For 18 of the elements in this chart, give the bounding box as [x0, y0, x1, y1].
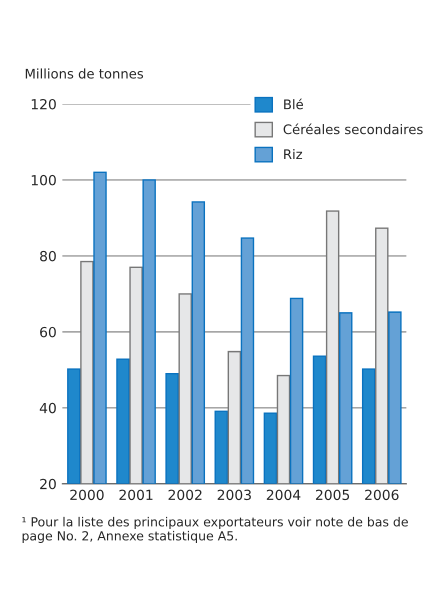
x-tick-label: 2003	[218, 490, 251, 500]
x-tick-label: 2004	[266, 490, 300, 500]
y-tick-label: 100	[32, 174, 56, 186]
legend-label: Blé	[284, 98, 304, 110]
x-tick-label: 2001	[119, 490, 152, 500]
y-tick-label: 40	[40, 402, 56, 414]
y-tick-label: 20	[40, 478, 56, 490]
y-tick-label: 80	[40, 250, 56, 262]
y-axis-title: Millions de tonnes	[26, 68, 144, 79]
y-tick-label: 60	[40, 326, 56, 338]
y-tick-label: 120	[32, 98, 56, 110]
legend-label: Céréales secondaires	[284, 124, 423, 134]
x-tick-label: 2000	[70, 490, 104, 500]
x-tick-label: 2006	[365, 490, 399, 500]
x-tick-label: 2005	[316, 490, 350, 500]
legend-label: Riz	[284, 148, 302, 160]
x-tick-label: 2002	[168, 490, 202, 500]
text: ¹ Pour la liste des principaux exportateurs voir note de bas de page No. 2, Annexe statistique A5.	[22, 516, 408, 543]
